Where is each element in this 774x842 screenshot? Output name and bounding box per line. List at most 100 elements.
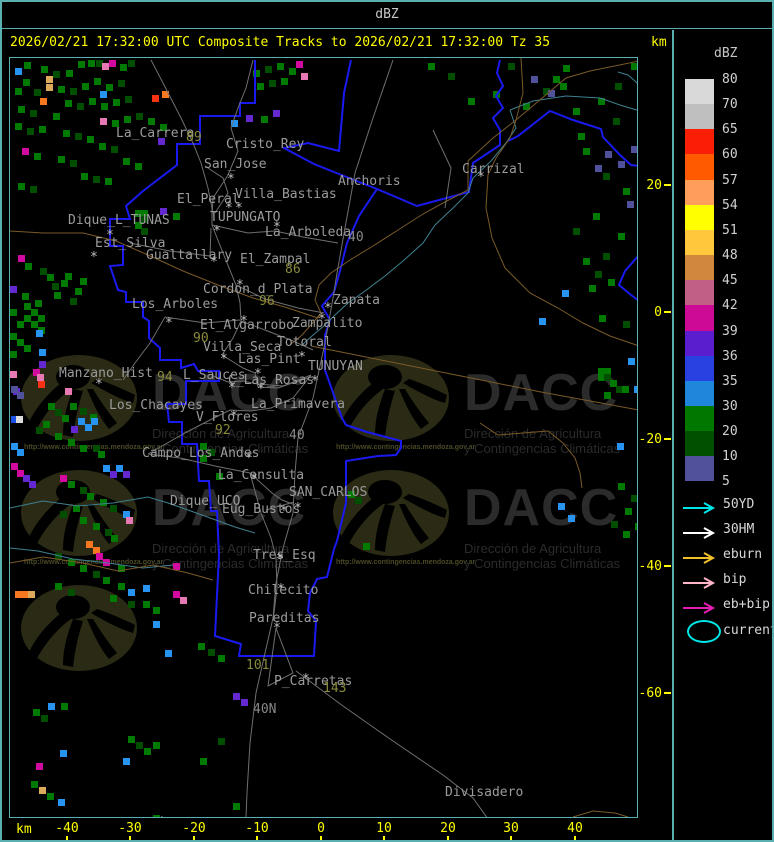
radar-echo-cell — [623, 188, 630, 195]
radar-echo-cell — [135, 163, 142, 170]
track-arrow-icon — [682, 574, 720, 593]
radar-echo-cell — [40, 268, 47, 275]
town-label: TUPUNGATO — [210, 210, 281, 225]
town-label: Cristo_Rey — [226, 137, 305, 152]
bottom-axis-tick-label: -30 — [118, 821, 142, 836]
town-label: L_Sauces — [183, 368, 246, 383]
radar-echo-cell — [15, 123, 22, 130]
watermark-url: http://www.contingencias.mendoza.gov.ar — [24, 559, 164, 566]
radar-echo-cell — [100, 91, 107, 98]
radar-echo-cell — [34, 153, 41, 160]
town-marker-icon: * — [90, 250, 98, 265]
radar-echo-cell — [558, 503, 565, 510]
radar-echo-cell — [593, 213, 600, 220]
radar-echo-cell — [17, 339, 24, 346]
radar-echo-cell — [58, 156, 65, 163]
route-number-label: 101 — [246, 658, 270, 673]
town-marker-icon: * — [240, 314, 248, 329]
road-line — [295, 670, 488, 817]
town-label: Campo_Los_Andes — [142, 446, 260, 461]
bottom-axis-tick — [574, 836, 576, 840]
watermark-subtitle-1: Dirección de Agricultura — [152, 426, 290, 441]
radar-echo-cell — [246, 115, 253, 122]
watermark-subtitle-2: y Contingencias Climáticas — [464, 556, 621, 571]
radar-echo-cell — [116, 465, 123, 472]
town-marker-icon: * — [318, 312, 326, 327]
radar-echo-cell — [63, 130, 70, 137]
town-label: Anchoris — [338, 174, 401, 189]
radar-echo-cell — [78, 418, 85, 425]
dbz-scale-swatch — [685, 129, 714, 154]
radar-echo-cell — [15, 88, 22, 95]
radar-echo-cell — [102, 63, 109, 70]
radar-echo-cell — [562, 290, 569, 297]
watermark-subtitle-2: y Contingencias Climáticas — [464, 441, 621, 456]
radar-echo-cell — [15, 591, 22, 598]
radar-echo-cell — [22, 148, 29, 155]
route-number-label: 92 — [215, 423, 231, 438]
radar-echo-cell — [253, 70, 260, 77]
radar-echo-cell — [539, 318, 546, 325]
radar-echo-cell — [448, 73, 455, 80]
town-marker-icon: * — [257, 382, 265, 397]
dbz-scale-label: 65 — [722, 122, 738, 137]
radar-echo-cell — [603, 253, 610, 260]
radar-echo-cell — [89, 98, 96, 105]
right-axis-tick — [664, 184, 671, 186]
track-arrow-icon — [682, 499, 720, 518]
radar-echo-cell — [16, 416, 23, 423]
stray-marker-icon: * — [235, 201, 243, 216]
road-line — [249, 472, 278, 622]
tan-line — [310, 345, 637, 411]
radar-echo-cell — [65, 273, 72, 280]
radar-echo-cell — [18, 183, 25, 190]
radar-echo-cell — [90, 414, 97, 421]
radar-echo-cell — [281, 78, 288, 85]
radar-echo-cell — [73, 505, 80, 512]
radar-echo-cell — [11, 386, 18, 393]
road-line — [150, 59, 213, 225]
radar-echo-cell — [47, 274, 54, 281]
radar-echo-cell — [124, 116, 131, 123]
town-label: Est_Silva — [95, 236, 166, 251]
road-line — [221, 354, 312, 389]
town-marker-icon: * — [106, 228, 114, 243]
legend-panel: dBZ current 80 70 65 60 57 54 51 48 45 42 39 36 35 30… — [674, 30, 772, 840]
town-marker-icon: * — [210, 255, 218, 270]
watermark-subtitle-2: y Contingencias Climáticas — [152, 556, 309, 571]
road-line — [211, 224, 339, 244]
town-marker-icon: * — [245, 451, 253, 466]
radar-echo-cell — [17, 470, 24, 477]
right-axis-tick-label: -40 — [638, 559, 662, 574]
radar-echo-cell — [70, 403, 77, 410]
dbz-scale-label: 60 — [722, 147, 738, 162]
radar-echo-cell — [55, 409, 62, 416]
radar-echo-cell — [60, 475, 67, 482]
bottom-axis: km -40 -30 -20 -10 0 10 20 30 40 — [2, 819, 673, 840]
right-axis-tick-label: -60 — [638, 686, 662, 701]
radar-echo-cell — [623, 321, 630, 328]
radar-echo-cell — [123, 758, 130, 765]
radar-echo-cell — [355, 497, 362, 504]
right-axis-tick — [664, 311, 671, 313]
radar-echo-cell — [635, 523, 637, 530]
radar-echo-cell — [165, 650, 172, 657]
dbz-scale-swatch — [685, 431, 714, 456]
radar-echo-cell — [135, 210, 142, 217]
radar-echo-cell — [93, 523, 100, 530]
bottom-axis-tick — [256, 836, 258, 840]
radar-echo-cell — [75, 288, 82, 295]
radar-echo-cell — [198, 643, 205, 650]
road-line — [211, 59, 254, 219]
tan-line — [479, 422, 583, 489]
river-line — [509, 95, 637, 111]
radar-echo-cell — [301, 73, 308, 80]
dacc-leaf-logo-icon — [333, 355, 456, 441]
map-lines-layer — [10, 58, 637, 817]
radar-echo-cell — [543, 88, 550, 95]
radar-echo-cell — [618, 161, 625, 168]
radar-echo-cell — [200, 758, 207, 765]
town-marker-icon: * — [225, 201, 233, 216]
road-line — [211, 224, 242, 356]
radar-echo-cell — [11, 443, 18, 450]
